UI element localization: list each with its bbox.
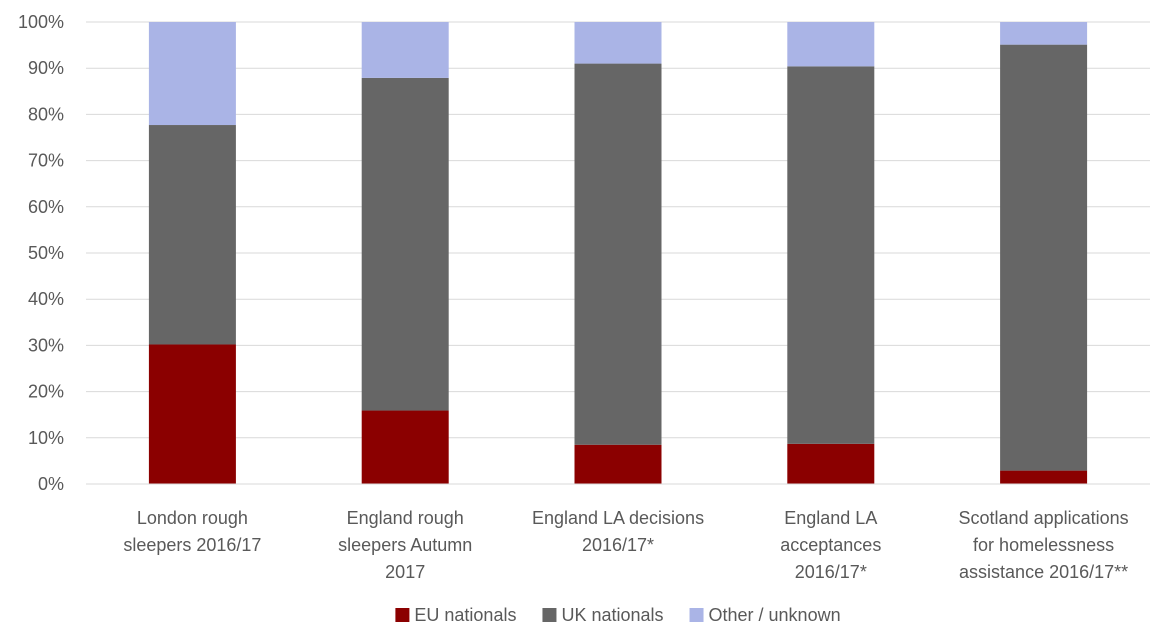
y-tick-label: 90% (28, 58, 64, 78)
y-tick-label: 50% (28, 243, 64, 263)
y-tick-label: 40% (28, 289, 64, 309)
bar-eu-nationals-5 (1000, 470, 1088, 484)
bar-other-unknown-5 (1000, 22, 1088, 45)
bar-uk-nationals-2 (361, 77, 449, 411)
bar-uk-nationals-3 (574, 63, 662, 445)
y-tick-label: 100% (18, 12, 64, 32)
bar-eu-nationals-4 (787, 443, 875, 484)
bar-uk-nationals-1 (148, 125, 236, 345)
bar-eu-nationals-3 (574, 444, 662, 484)
y-tick-label: 80% (28, 104, 64, 124)
y-tick-label: 70% (28, 151, 64, 171)
y-tick-label: 0% (38, 474, 64, 494)
x-category-label: for homelessness (973, 535, 1114, 555)
x-category-label: England rough (347, 508, 464, 528)
x-category-label: sleepers 2016/17 (123, 535, 261, 555)
legend-label: EU nationals (414, 605, 516, 625)
bar-uk-nationals-5 (1000, 44, 1088, 471)
legend-swatch (542, 608, 557, 622)
legend-swatch (395, 608, 410, 622)
x-category-label: 2016/17* (582, 535, 654, 555)
legend-label: Other / unknown (709, 605, 841, 625)
y-tick-label: 30% (28, 335, 64, 355)
bar-other-unknown-2 (361, 22, 449, 78)
x-axis-categories: London rough sleepers 2016/17 England roug… (123, 508, 1128, 582)
bar-eu-nationals-2 (361, 410, 449, 484)
legend-label: UK nationals (561, 605, 663, 625)
x-category-label: 2017 (385, 562, 425, 582)
legend-swatch (689, 608, 704, 622)
x-category-label: assistance 2016/17** (959, 562, 1128, 582)
legend: EU nationals UK nationals Other / unknown (395, 605, 841, 625)
bar-other-unknown-3 (574, 22, 662, 64)
x-category-label: 2016/17* (795, 562, 867, 582)
y-tick-label: 20% (28, 382, 64, 402)
bars (148, 22, 1088, 484)
x-category-label: England LA (784, 508, 877, 528)
bar-eu-nationals-1 (148, 344, 236, 484)
y-axis-ticks: 0% 10% 20% 30% 40% 50% 60% 70% 80% 90% 100% (18, 12, 64, 494)
x-category-label: Scotland applications (959, 508, 1129, 528)
bar-other-unknown-1 (148, 22, 236, 126)
bar-other-unknown-4 (787, 22, 875, 67)
bar-uk-nationals-4 (787, 66, 875, 444)
y-tick-label: 10% (28, 428, 64, 448)
x-category-label: England LA decisions (532, 508, 704, 528)
y-tick-label: 60% (28, 197, 64, 217)
x-category-label: sleepers Autumn (338, 535, 472, 555)
x-category-label: acceptances (780, 535, 881, 555)
x-category-label: London rough (137, 508, 248, 528)
